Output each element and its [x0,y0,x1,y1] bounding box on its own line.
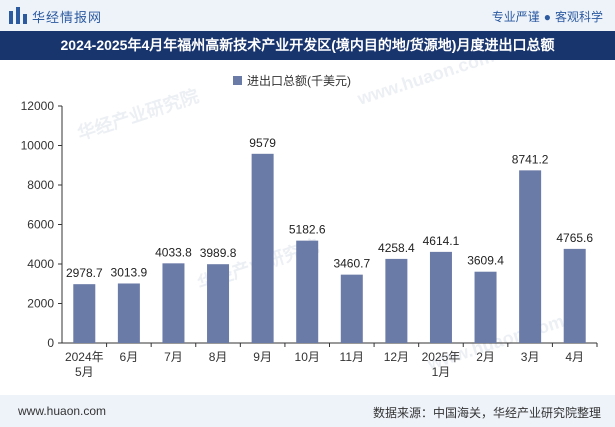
logo-icon [9,7,27,24]
data-label: 3609.4 [467,254,504,268]
data-label: 4614.1 [423,234,460,248]
brand-name: 华经情报网 [32,10,103,25]
x-tick-label: 10月 [295,350,320,364]
bar [340,274,363,343]
x-tick-label: 7月 [164,350,183,364]
x-tick-label: 2月 [476,350,495,364]
bar [251,153,274,343]
y-tick-label: 4000 [27,257,54,271]
data-label: 3989.8 [200,246,237,260]
y-tick-label: 0 [47,336,54,350]
data-label: 3460.7 [333,257,370,271]
bar [385,258,408,343]
footer-url: www.huaon.com [18,404,107,418]
y-tick-label: 10000 [21,139,55,153]
bar [519,170,542,343]
tagline-left: 专业严谨 [491,10,540,24]
chart-title-bar: 2024-2025年4月年福州高新技术产业开发区(境内目的地/货源地)月度进出口… [0,31,615,60]
watermark-text: www.huaon.com [354,60,497,109]
data-label: 4033.8 [155,245,192,259]
bar [73,284,96,343]
y-tick-label: 2000 [27,297,54,311]
x-tick-label: 9月 [253,350,272,364]
bar [117,283,140,343]
bar [563,248,586,343]
data-label: 2978.7 [66,266,103,280]
legend-label: 进出口总额(千美元) [247,74,351,88]
top-bar: 华经情报网 专业严谨 ● 客观科学 [0,0,615,31]
x-tick-label: 6月 [120,350,139,364]
x-tick-label: 12月 [384,350,409,364]
bar [207,264,230,343]
bar [474,271,497,343]
legend-swatch [233,76,242,85]
bar-chart: 华经产业研究院www.huaon.com华经产业研究院www.huaon.com… [21,60,598,379]
tagline-separator-icon: ● [543,10,551,24]
bar [429,251,452,343]
footer-source: 数据来源：中国海关，华经产业研究院整理 [372,406,601,420]
x-tick-label: 8月 [209,350,228,364]
x-tick-label: 11月 [340,350,364,364]
data-label: 9579 [249,136,276,150]
x-tick-label: 2025年 1月 [422,350,461,379]
data-label: 5182.6 [289,223,326,237]
x-tick-label: 3月 [521,350,540,364]
data-label: 3013.9 [111,265,148,279]
watermark-text: 华经产业研究院 [75,85,201,144]
data-label: 4258.4 [378,241,415,255]
footer-bar: www.huaon.com 数据来源：中国海关，华经产业研究院整理 [0,395,615,427]
tagline: 专业严谨 ● 客观科学 [492,8,603,25]
bar [162,263,185,343]
data-label: 4765.6 [556,231,593,245]
y-tick-label: 12000 [21,99,55,113]
tagline-right: 客观科学 [554,10,603,24]
data-label: 8741.2 [512,152,549,166]
y-tick-label: 6000 [27,218,54,232]
x-tick-label: 2024年 5月 [65,350,104,379]
x-tick-label: 4月 [565,350,584,364]
bar [296,240,319,343]
y-tick-label: 8000 [27,178,54,192]
